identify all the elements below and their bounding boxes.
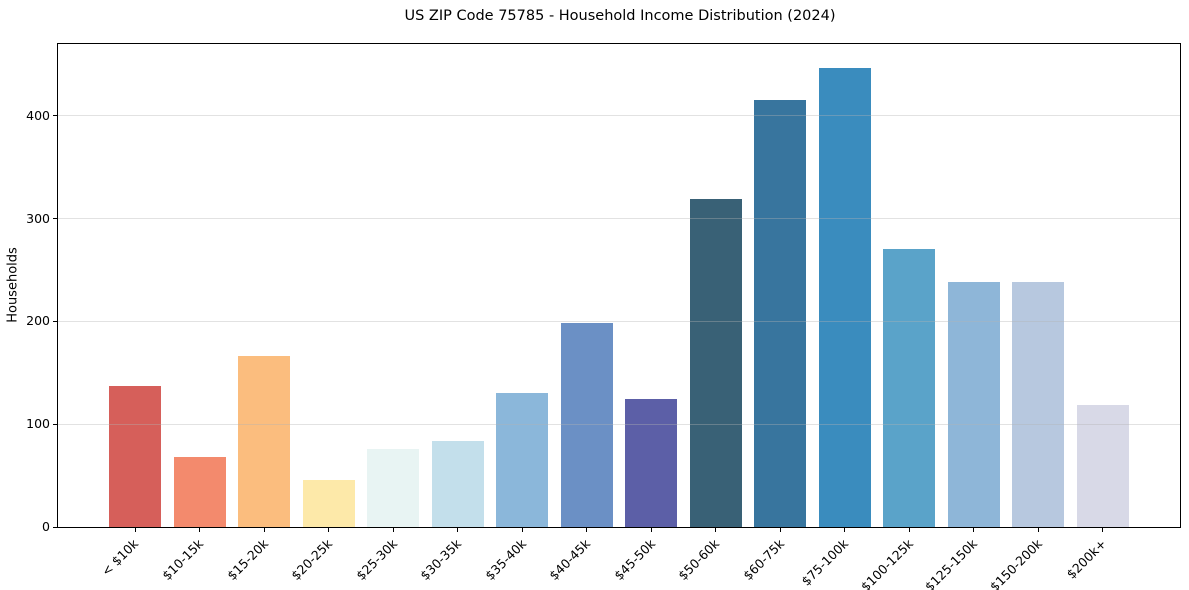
x-tick xyxy=(973,528,975,532)
y-tick xyxy=(53,320,57,322)
gridline xyxy=(58,423,1180,425)
x-tick xyxy=(1102,528,1104,532)
bar-$30-35k xyxy=(431,440,484,527)
bar-$100-125k xyxy=(883,248,936,527)
x-tick xyxy=(392,528,394,532)
bar-$150-200k xyxy=(1012,282,1065,527)
bar-$45-50k xyxy=(625,398,678,527)
chart-title: US ZIP Code 75785 - Household Income Dis… xyxy=(404,8,836,24)
y-tick-label: 200 xyxy=(26,313,50,329)
y-tick xyxy=(53,423,57,425)
x-tick xyxy=(586,528,588,532)
x-tick xyxy=(328,528,330,532)
x-tick xyxy=(1037,528,1039,532)
bar-$125-150k xyxy=(947,282,1000,527)
x-tick xyxy=(779,528,781,532)
x-tick xyxy=(844,528,846,532)
y-tick xyxy=(53,527,57,528)
y-tick-label: 0 xyxy=(42,519,50,534)
bar-$35-40k xyxy=(496,393,549,527)
y-tick-label: 100 xyxy=(26,416,50,432)
gridline xyxy=(58,218,1180,220)
x-tick xyxy=(650,528,652,532)
bar-$15-20k xyxy=(238,356,291,527)
y-tick-label: 400 xyxy=(26,107,50,123)
bar-$40-45k xyxy=(560,322,613,527)
x-tick xyxy=(263,528,265,532)
bar-$60-75k xyxy=(754,99,807,527)
bar-$50-60k xyxy=(689,199,742,527)
x-tick xyxy=(134,528,136,532)
y-axis-label: Households xyxy=(5,247,21,323)
x-tick xyxy=(908,528,910,532)
bar-$25-30k xyxy=(367,448,420,527)
x-tick xyxy=(199,528,201,532)
gridline xyxy=(58,320,1180,322)
x-tick xyxy=(715,528,717,532)
y-tick-label: 300 xyxy=(26,210,50,226)
x-tick xyxy=(521,528,523,532)
gridline xyxy=(58,115,1180,117)
bar-$10-15k xyxy=(173,457,226,527)
bar-$75-100k xyxy=(818,67,871,527)
plot-area xyxy=(57,43,1181,528)
bar-$200k+ xyxy=(1076,404,1129,527)
y-tick xyxy=(53,115,57,117)
y-tick xyxy=(53,218,57,220)
x-tick xyxy=(457,528,459,532)
bar-< $10k xyxy=(109,386,161,527)
bar-$20-25k xyxy=(302,479,355,527)
